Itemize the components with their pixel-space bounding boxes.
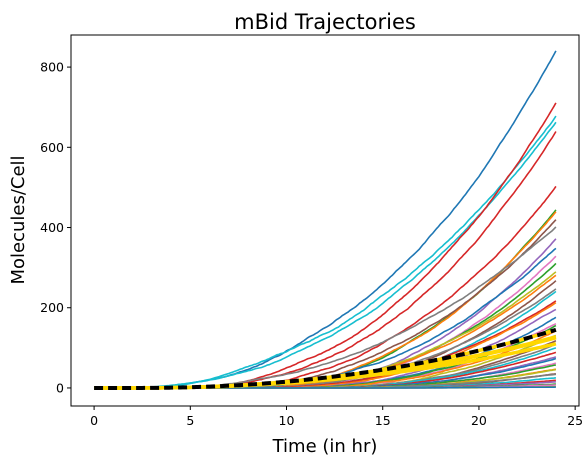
y-tick-label: 200 bbox=[40, 300, 64, 315]
plot-frame bbox=[70, 34, 580, 407]
x-tick-label: 5 bbox=[186, 413, 194, 428]
x-tick-label: 10 bbox=[279, 413, 295, 428]
axis-ticks: 0 5 10 15 20 25 0 200 400 600 800 bbox=[40, 60, 582, 428]
y-tick-label: 400 bbox=[40, 220, 64, 235]
chart-title: mBid Trajectories bbox=[234, 10, 416, 34]
mean-trajectory-line bbox=[94, 327, 557, 390]
y-tick-label: 600 bbox=[40, 140, 64, 155]
x-tick-label: 0 bbox=[90, 413, 98, 428]
plot-lines bbox=[94, 50, 557, 390]
x-axis-label: Time (in hr) bbox=[272, 436, 378, 457]
x-tick-label: 20 bbox=[471, 413, 487, 428]
y-tick-label: 800 bbox=[40, 60, 64, 75]
x-tick-label: 25 bbox=[567, 413, 582, 428]
y-axis-label: Molecules/Cell bbox=[8, 155, 29, 284]
x-tick-label: 15 bbox=[375, 413, 391, 428]
y-tick-label: 0 bbox=[56, 380, 64, 395]
trajectory-line bbox=[94, 115, 557, 389]
